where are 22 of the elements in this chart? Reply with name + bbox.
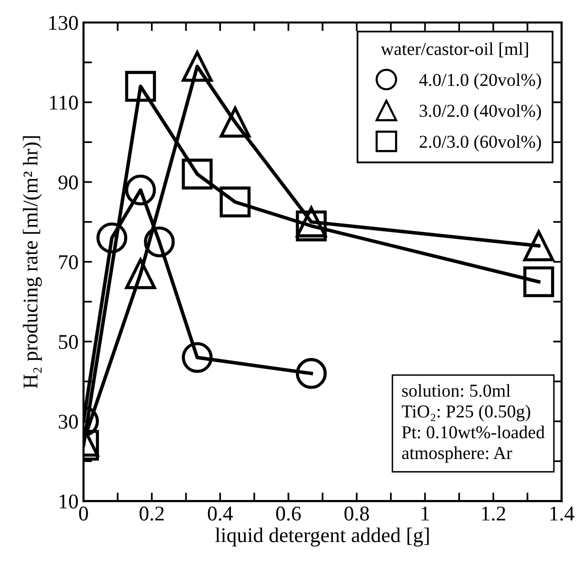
- legend-label: 3.0/2.0 (40vol%): [420, 104, 541, 121]
- y-axis-title: H₂ producing rate [ml/(m² hr)]: [22, 136, 42, 388]
- y-tick-label: 90: [58, 175, 78, 190]
- x-tick-label: 0.2: [140, 506, 164, 521]
- legend-label: 4.0/1.0 (20vol%): [419, 73, 541, 90]
- y-tick-label: 30: [58, 414, 78, 429]
- x-tick-label: 1.2: [482, 506, 506, 521]
- y-tick-label: 10: [60, 494, 78, 509]
- x-tick-label: 1: [422, 506, 429, 520]
- x-tick-label: 1.4: [550, 506, 574, 521]
- y-tick-label: 130: [49, 16, 78, 30]
- legend-title: water/castor-oil [ml]: [380, 42, 528, 58]
- y-tick-label: 110: [50, 96, 78, 110]
- legend-label: 2.0/3.0 (60vol%): [420, 135, 541, 152]
- y-tick-label: 70: [59, 255, 78, 270]
- x-tick-label: 0.6: [276, 506, 301, 521]
- x-axis-title: liquid detergent added [g]: [215, 528, 429, 547]
- x-tick-label: 0.8: [344, 506, 369, 521]
- annotation: solution: 5.0ml TiO₂: P25 (0.50g) Pt: 0.10wt%-loaded atmosphere: Ar: [402, 384, 545, 463]
- y-tick-label: 50: [59, 334, 78, 349]
- x-tick-label: 0: [79, 506, 88, 521]
- x-tick-label: 0.4: [208, 506, 233, 521]
